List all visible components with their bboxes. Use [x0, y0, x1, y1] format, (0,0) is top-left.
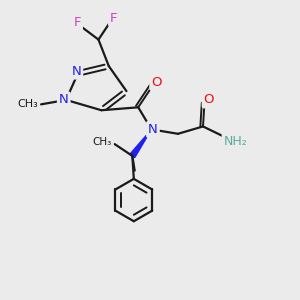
Text: N: N	[59, 93, 69, 106]
Text: F: F	[110, 12, 118, 25]
Text: F: F	[74, 16, 81, 29]
Text: O: O	[151, 76, 162, 89]
Text: N: N	[148, 123, 158, 136]
Text: O: O	[204, 93, 214, 106]
Text: N: N	[71, 64, 81, 78]
Text: CH₃: CH₃	[93, 137, 112, 147]
Text: CH₃: CH₃	[17, 99, 38, 110]
Polygon shape	[130, 129, 152, 158]
Text: NH₂: NH₂	[224, 135, 247, 148]
